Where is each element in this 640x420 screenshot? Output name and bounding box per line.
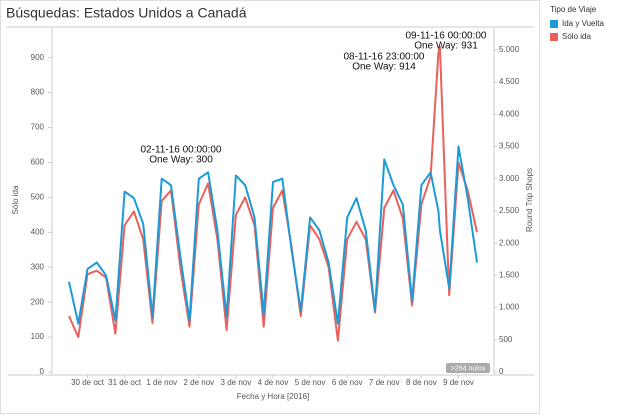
x-tick-label: 5 de nov [295,378,326,387]
y2-tick-label: 500 [499,335,513,344]
y2-tick-label: 3.500 [499,142,520,151]
y2-tick-label: 1.500 [499,270,520,279]
y2-tick-label: 0 [499,367,504,376]
legend-swatch [550,33,558,41]
series-line [68,145,478,325]
x-tick-label: 6 de nov [332,378,363,387]
annotation-time: 08-11-16 23:00:00 [344,52,425,63]
annotation-text: One Way: 300 [149,155,213,166]
annotation-time: 02-11-16 00:00:00 [141,145,222,156]
y2-tick-label: 1.000 [499,303,520,312]
y2-tick-label: 2.000 [499,238,520,247]
x-tick-label: 31 de oct [108,378,142,387]
y-tick-label: 600 [31,158,45,167]
y-tick-label: 700 [31,123,45,132]
y2-tick-label: 4.500 [499,77,520,86]
legend-label: Sólo ida [562,32,591,41]
y2-tick-label: 5.000 [499,45,520,54]
x-tick-label: 2 de nov [183,378,214,387]
x-tick-label: 1 de nov [146,378,177,387]
y-tick-label: 500 [31,192,45,201]
y2-tick-label: 2.500 [499,206,520,215]
nulls-badge-text: >264 nulos [451,365,486,372]
x-axis-title: Fecha y Hora [2016] [237,392,309,401]
legend-swatch [550,20,558,28]
y-tick-label: 800 [31,88,45,97]
chart-title: Búsquedas: Estados Unidos a Canadá [6,5,247,21]
nulls-badge [446,363,490,373]
x-tick-label: 8 de nov [406,378,437,387]
y-tick-label: 400 [31,227,45,236]
annotation-text: One Way: 914 [352,62,416,73]
x-tick-label: 30 de oct [71,378,105,387]
y2-axis-title: Round Trip Shops [525,168,534,232]
y-tick-label: 900 [31,53,45,62]
y-tick-label: 300 [31,262,45,271]
x-tick-label: 3 de nov [221,378,252,387]
legend-label: Ida y Vuelta [562,19,605,28]
x-tick-label: 9 de nov [443,378,474,387]
y-axis-title: Sólo ida [11,185,20,214]
annotation-time: 09-11-16 00:00:00 [406,31,487,42]
chart-frame [0,0,540,414]
y2-tick-label: 3.000 [499,174,520,183]
annotation-text: One Way: 931 [414,41,478,52]
legend-title: Tipo de Viaje [550,5,597,14]
y2-tick-label: 4.000 [499,109,520,118]
x-tick-label: 7 de nov [369,378,400,387]
y-tick-label: 100 [31,332,45,341]
y-tick-label: 0 [40,367,45,376]
y-tick-label: 200 [31,297,45,306]
legend: Ida y Vuelta Sólo ida [550,19,605,41]
x-tick-label: 4 de nov [258,378,289,387]
